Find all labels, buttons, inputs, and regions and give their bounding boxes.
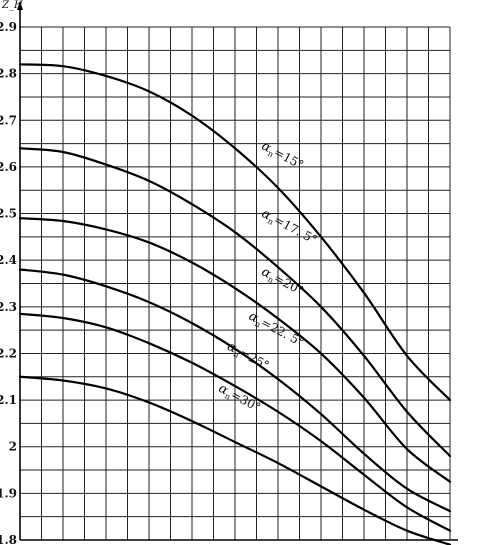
- series-line-5: [18, 312, 452, 532]
- series-label-6: αn=30°: [215, 381, 262, 416]
- y-tick-label: 1.9: [0, 486, 17, 500]
- y-tick-label: 2.1: [0, 393, 17, 407]
- y-tick-label: 2: [9, 440, 17, 454]
- series-label-5: αn=25°: [224, 339, 271, 374]
- chart-series: [18, 63, 452, 545]
- y-tick-label: 2.9: [0, 20, 17, 34]
- chart-grid: [19, 26, 451, 541]
- series-line-6: [18, 375, 452, 545]
- series-line-2: [18, 147, 452, 458]
- y-tick-label: 2.5: [0, 207, 17, 221]
- series-label-2: αn=17. 5°: [258, 206, 319, 249]
- y-tick-label: 2.6: [0, 160, 17, 174]
- series-line-1: [18, 63, 452, 402]
- series-line-3: [18, 217, 452, 483]
- y-tick-label: 1.8: [0, 533, 17, 545]
- y-tick-label: 2.7: [0, 113, 17, 127]
- chart-axes: [17, 1, 458, 541]
- y-axis-arrow: [17, 1, 23, 10]
- y-axis-title: Z_H: [1, 0, 23, 11]
- series-line-4: [18, 268, 452, 513]
- y-tick-label: 2.2: [0, 346, 17, 360]
- y-tick-label: 2.4: [0, 253, 17, 267]
- y-tick-label: 2.8: [0, 67, 17, 81]
- y-tick-label: 2.3: [0, 300, 17, 314]
